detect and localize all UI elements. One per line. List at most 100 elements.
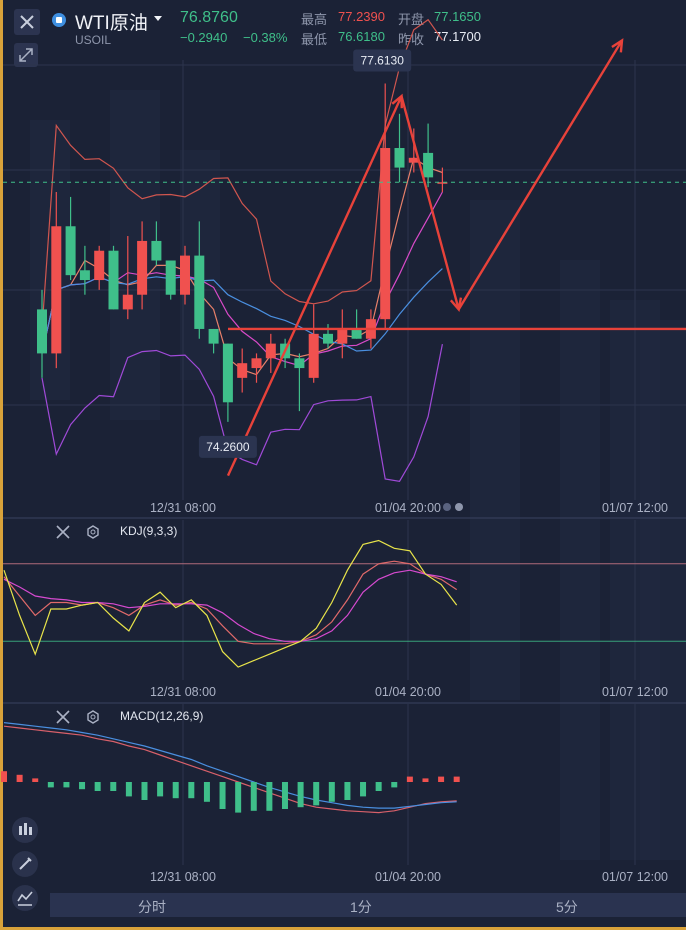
candle-body	[408, 157, 419, 163]
candlesticks[interactable]	[37, 83, 448, 422]
user-drawings[interactable]	[3, 38, 686, 477]
candle-body	[79, 270, 90, 281]
kdj-label: KDJ(9,3,3)	[120, 524, 178, 538]
period-tab-1min[interactable]: 1分	[350, 899, 372, 915]
close-button[interactable]	[14, 9, 40, 35]
symbol-name[interactable]: WTI原油	[75, 13, 148, 34]
open-value: 77.1650	[434, 9, 481, 24]
open-label: 开盘	[398, 12, 425, 27]
macd-histogram-bar	[79, 782, 86, 790]
indicator-button[interactable]	[12, 885, 38, 911]
background-pattern	[30, 90, 686, 860]
bg-building	[470, 200, 520, 700]
low-value: 76.6180	[338, 29, 385, 44]
annotations: 77.6130 74.2600	[198, 49, 412, 458]
candle-body	[94, 250, 105, 281]
macd-histogram-bar	[110, 782, 117, 791]
macd-histogram-bar	[391, 782, 398, 788]
macd-histogram-bar	[188, 782, 195, 799]
candle-body	[265, 343, 276, 359]
candle-body	[137, 240, 148, 295]
period-tab-timeshare[interactable]: 分时	[138, 899, 166, 915]
prevclose-value: 77.1700	[434, 29, 481, 44]
time-axis-label: 01/07 12:00	[602, 501, 668, 515]
close-macd-icon[interactable]	[56, 710, 70, 724]
candle-body	[394, 148, 405, 168]
candle-body	[437, 182, 448, 184]
time-axis-label: 01/04 20:00	[375, 685, 441, 699]
macd-histogram-bar	[32, 778, 39, 782]
macd-dea-line	[3, 722, 457, 809]
macd-histogram-bar	[281, 782, 288, 809]
macd-histogram-bar	[141, 782, 148, 800]
candle-body	[37, 309, 47, 354]
macd-label: MACD(12,26,9)	[120, 709, 204, 723]
candle-body	[294, 358, 305, 369]
macd-histogram-bar	[328, 782, 335, 802]
settings-kdj-icon[interactable]	[86, 525, 100, 539]
candle-body	[151, 240, 162, 261]
time-axis-label: 12/31 08:00	[150, 685, 216, 699]
time-axis-label: 12/31 08:00	[150, 501, 216, 515]
macd-histogram-bar	[235, 782, 242, 813]
macd-histogram-bar	[406, 776, 413, 782]
min-price-label: 74.2600	[206, 440, 250, 454]
max-price-label: 77.6130	[361, 53, 405, 67]
bg-building	[560, 260, 600, 860]
candle-body	[337, 328, 348, 344]
settings-macd-icon[interactable]	[86, 710, 100, 724]
trend-arrow-up	[226, 95, 403, 477]
max-price-label-box	[353, 49, 412, 72]
candle-body	[251, 358, 262, 369]
macd-histogram-bar	[63, 782, 70, 788]
prevclose-label: 昨收	[398, 32, 425, 47]
macd-histogram-bar	[344, 782, 351, 800]
kdj-d-line	[3, 569, 457, 642]
macd-histogram-bar	[422, 778, 429, 782]
candle-body	[180, 255, 190, 295]
kdj-j-line	[3, 539, 458, 668]
scroll-dot	[455, 503, 463, 511]
period-tab-5min[interactable]: 5分	[556, 899, 578, 915]
time-axes: 12/31 08:00 01/04 20:00 01/07 12:00 12/31 0…	[150, 501, 668, 884]
candle-body	[308, 333, 319, 378]
expand-button[interactable]	[14, 43, 38, 67]
min-price-label-box	[198, 435, 257, 458]
macd-histogram-bar	[375, 782, 382, 791]
macd-histogram-bar	[453, 776, 460, 782]
candle-body	[208, 328, 219, 344]
high-value: 77.2390	[338, 9, 385, 24]
kdj-k-line	[3, 560, 458, 645]
candle-body	[108, 250, 119, 310]
time-axis-label: 01/04 20:00	[375, 501, 441, 515]
time-axis-label: 01/07 12:00	[602, 870, 668, 884]
draw-tool-button[interactable]	[12, 851, 38, 877]
macd-histogram-bar	[313, 782, 320, 806]
candle-body	[222, 343, 233, 403]
macd-histogram-bar	[360, 782, 367, 797]
candle-body	[351, 328, 362, 339]
macd-histogram-bar	[94, 782, 101, 791]
scroll-dot	[443, 503, 451, 511]
macd-histogram-bar	[219, 782, 226, 809]
kdj-panel	[3, 539, 686, 668]
chevron-down-icon[interactable]	[154, 16, 162, 21]
macd-histogram-bar	[266, 782, 273, 811]
candle-type-button[interactable]	[12, 817, 38, 843]
trend-arrow-target	[457, 39, 624, 311]
symbol-code: USOIL	[75, 33, 112, 47]
candle-body	[51, 226, 62, 354]
time-axis-label: 01/07 12:00	[602, 685, 668, 699]
candle-body	[323, 333, 333, 344]
candle-body	[194, 255, 205, 329]
candle-body	[165, 260, 176, 295]
candle-body	[65, 226, 76, 276]
low-label: 最低	[301, 32, 328, 47]
candle-body	[423, 152, 434, 178]
high-label: 最高	[301, 12, 328, 27]
candle-icon	[19, 823, 32, 835]
close-kdj-icon[interactable]	[56, 525, 70, 539]
trend-arrow-down	[400, 95, 460, 310]
price-change: −0.2940	[180, 30, 228, 45]
